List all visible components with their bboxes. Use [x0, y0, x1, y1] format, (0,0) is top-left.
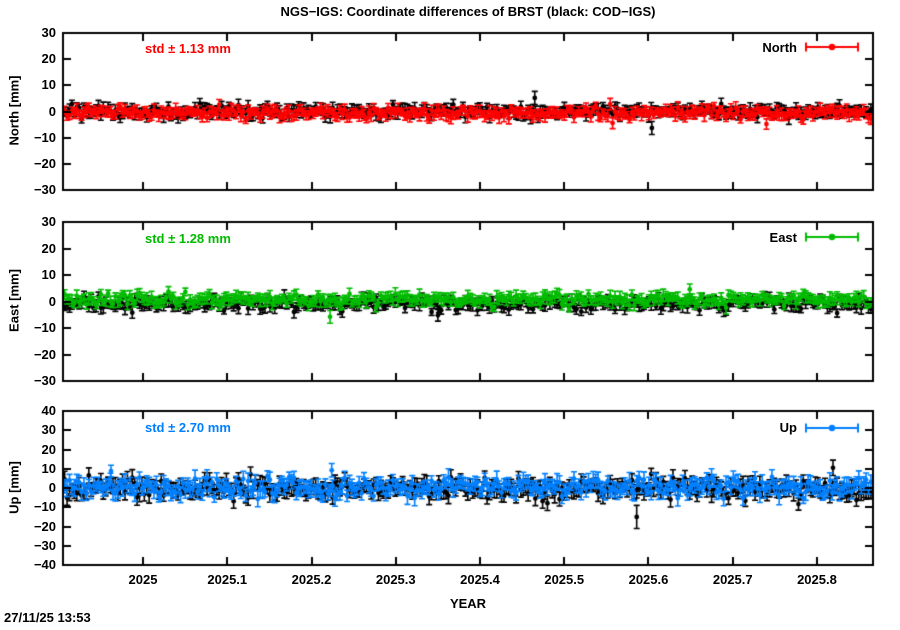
- y-tick-label: 20: [41, 441, 56, 457]
- y-tick-label: 10: [41, 267, 56, 282]
- x-tick-label: 2025.6: [628, 572, 669, 587]
- y-tick-label: −20: [33, 518, 56, 534]
- y-tick-label: −30: [33, 537, 56, 553]
- y-tick-label: −30: [33, 182, 56, 197]
- y-tick-label: 20: [41, 240, 56, 256]
- y-tick-label: 0: [48, 480, 56, 495]
- y-tick-label: 10: [41, 460, 56, 476]
- x-tick-label: 2025.5: [544, 572, 585, 587]
- plot-timestamp: 27/11/25 13:53: [4, 610, 91, 625]
- legend-label-east: East: [769, 230, 797, 245]
- y-tick-label: 10: [41, 77, 56, 93]
- x-tick-label: 2025.7: [712, 572, 753, 587]
- x-tick-label: 2025.1: [207, 572, 248, 587]
- y-tick-label: −10: [33, 499, 56, 515]
- y-tick-label: 0: [48, 293, 56, 309]
- x-tick-label: 2025.8: [797, 572, 837, 587]
- y-tick-label: −10: [33, 320, 56, 335]
- y-tick-label: 40: [41, 403, 56, 418]
- y-tick-label: −10: [33, 129, 56, 145]
- y-tick-label: 30: [41, 214, 56, 229]
- chart-title: NGS−IGS: Coordinate differences of BRST …: [280, 4, 656, 19]
- legend-label-north: North: [762, 40, 797, 55]
- y-tick-label: 0: [48, 103, 56, 119]
- y-tick-label: 30: [41, 25, 56, 40]
- x-tick-label: 2025.3: [375, 572, 416, 587]
- x-tick-label: 2025.4: [460, 572, 500, 587]
- std-annotation-north: std ± 1.13 mm: [145, 41, 231, 56]
- x-axis-label: YEAR: [449, 596, 487, 611]
- y-tick-label: 20: [41, 51, 56, 67]
- y-tick-label: −20: [33, 155, 56, 171]
- y-tick-label: −30: [33, 373, 56, 388]
- x-tick-label: 2025.2: [291, 572, 332, 587]
- y-tick-label: 30: [41, 422, 56, 438]
- std-annotation-up: std ± 2.70 mm: [145, 420, 231, 435]
- std-annotation-east: std ± 1.28 mm: [145, 231, 231, 246]
- y-tick-label: −20: [33, 346, 56, 362]
- legend-label-up: Up: [779, 420, 797, 435]
- x-tick-label: 2025: [128, 572, 158, 587]
- y-tick-label: −40: [33, 557, 56, 572]
